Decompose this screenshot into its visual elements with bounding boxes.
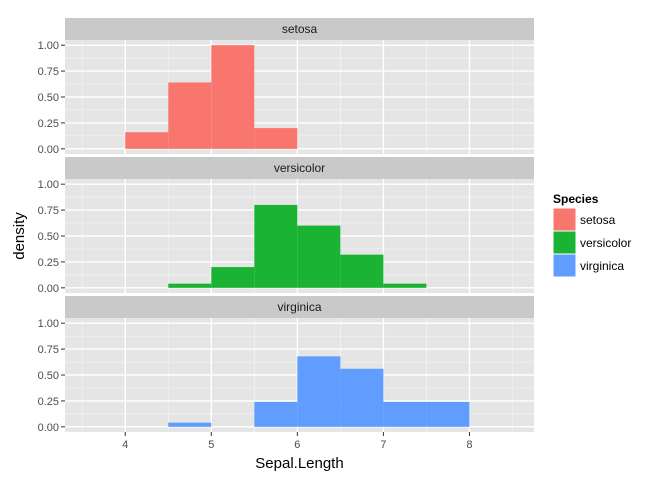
histogram-bar: [426, 401, 470, 427]
y-tick-label: 1.00: [38, 318, 59, 330]
x-tick-label: 8: [466, 439, 472, 451]
y-tick-label: 0.25: [38, 118, 59, 130]
x-tick-label: 6: [294, 439, 300, 451]
histogram-bar: [125, 132, 169, 149]
y-tick-label: 0.00: [38, 422, 59, 434]
histogram-bar: [297, 225, 341, 288]
y-tick-label: 1.00: [38, 179, 59, 191]
histogram-bar: [211, 267, 255, 288]
histogram-bar: [168, 283, 212, 288]
facet-strip: [65, 296, 534, 318]
x-tick-label: 7: [380, 439, 386, 451]
histogram-bar: [254, 204, 298, 288]
y-tick-label: 0.50: [38, 92, 59, 104]
histogram-bar: [168, 82, 212, 149]
histogram-bar: [254, 401, 298, 427]
legend-label: setosa: [580, 213, 616, 227]
legend-swatch: [552, 207, 577, 232]
y-axis-title: density: [11, 212, 28, 260]
y-tick-label: 0.50: [38, 231, 59, 243]
histogram-bar: [340, 254, 384, 288]
x-tick-label: 4: [122, 439, 128, 451]
legend-label: versicolor: [580, 236, 631, 250]
histogram-bar: [297, 356, 341, 427]
histogram-bar: [168, 422, 212, 427]
histogram-bar: [340, 368, 384, 427]
histogram-bar: [383, 283, 427, 288]
facet-strip-label: versicolor: [274, 161, 325, 175]
legend: Species setosa versicolor virginica: [552, 192, 631, 278]
x-axis-title: Sepal.Length: [255, 455, 343, 472]
y-tick-label: 0.00: [38, 144, 59, 156]
y-tick-label: 0.75: [38, 205, 59, 217]
histogram-bar: [254, 128, 298, 149]
facet-strip-label: setosa: [282, 22, 318, 36]
y-tick-label: 0.50: [38, 370, 59, 382]
legend-swatch: [552, 230, 577, 255]
facet-strip: [65, 157, 534, 179]
histogram-bar: [211, 45, 255, 149]
facet-strip: [65, 18, 534, 40]
y-tick-label: 0.00: [38, 283, 59, 295]
legend-label: virginica: [580, 259, 624, 273]
y-tick-label: 0.75: [38, 344, 59, 356]
histogram-bar: [383, 401, 427, 427]
y-tick-label: 1.00: [38, 40, 59, 52]
facet-strip-label: virginica: [277, 300, 321, 314]
y-tick-label: 0.25: [38, 257, 59, 269]
y-tick-label: 0.25: [38, 396, 59, 408]
x-tick-label: 5: [208, 439, 214, 451]
legend-title: Species: [553, 192, 599, 206]
legend-swatch: [552, 253, 577, 278]
y-tick-label: 0.75: [38, 66, 59, 78]
